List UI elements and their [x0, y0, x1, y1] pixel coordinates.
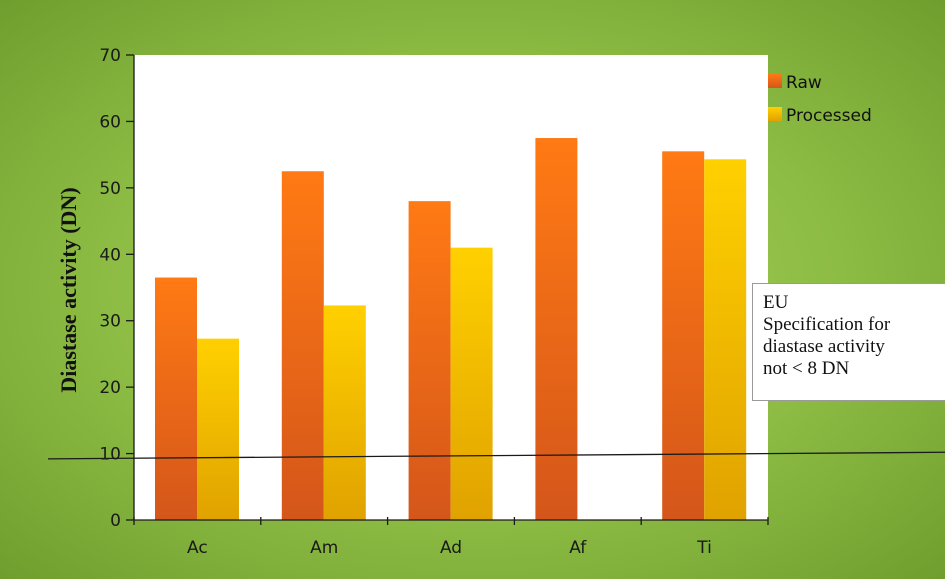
legend-label-processed: Processed: [786, 106, 872, 126]
legend-swatch-raw: [768, 74, 782, 88]
y-tick-label: 70: [99, 46, 121, 66]
y-tick-label: 10: [99, 445, 121, 465]
y-tick-label: 40: [99, 245, 121, 265]
legend: Raw Processed: [768, 73, 872, 126]
x-tick-label: Ac: [187, 538, 208, 558]
y-tick-label: 60: [99, 112, 121, 132]
legend-swatch-processed: [768, 107, 782, 121]
bar-raw-ti: [662, 151, 705, 521]
eu-specification-note: EU Specification for diastase activity n…: [752, 283, 945, 401]
y-tick-label: 0: [110, 511, 121, 531]
y-tick-label: 50: [99, 179, 121, 199]
bar-processed-ac: [197, 338, 239, 520]
bar-processed-ti: [704, 159, 747, 521]
bars-group: [155, 138, 747, 521]
eu-specification-line: [47, 451, 945, 460]
bar-raw-af: [535, 138, 578, 521]
y-tick-label: 20: [99, 378, 121, 398]
y-tick-label: 30: [99, 312, 121, 332]
legend-label-raw: Raw: [786, 73, 822, 93]
bar-processed-ad: [450, 247, 493, 520]
x-tick-label: Ad: [440, 538, 462, 558]
y-axis-title: Diastase activity (DN): [56, 187, 81, 392]
bar-processed-am: [323, 305, 366, 520]
axes-group: 0 10 20 30 40 50 60 70 Ac Am Ad Af Ti: [99, 46, 769, 558]
bar-raw-ad: [408, 201, 451, 520]
x-tick-label: Ti: [696, 538, 712, 558]
bar-raw-ac: [155, 277, 197, 520]
x-tick-label: Af: [569, 538, 587, 558]
x-tick-label: Am: [310, 538, 338, 558]
bar-raw-am: [281, 171, 324, 520]
